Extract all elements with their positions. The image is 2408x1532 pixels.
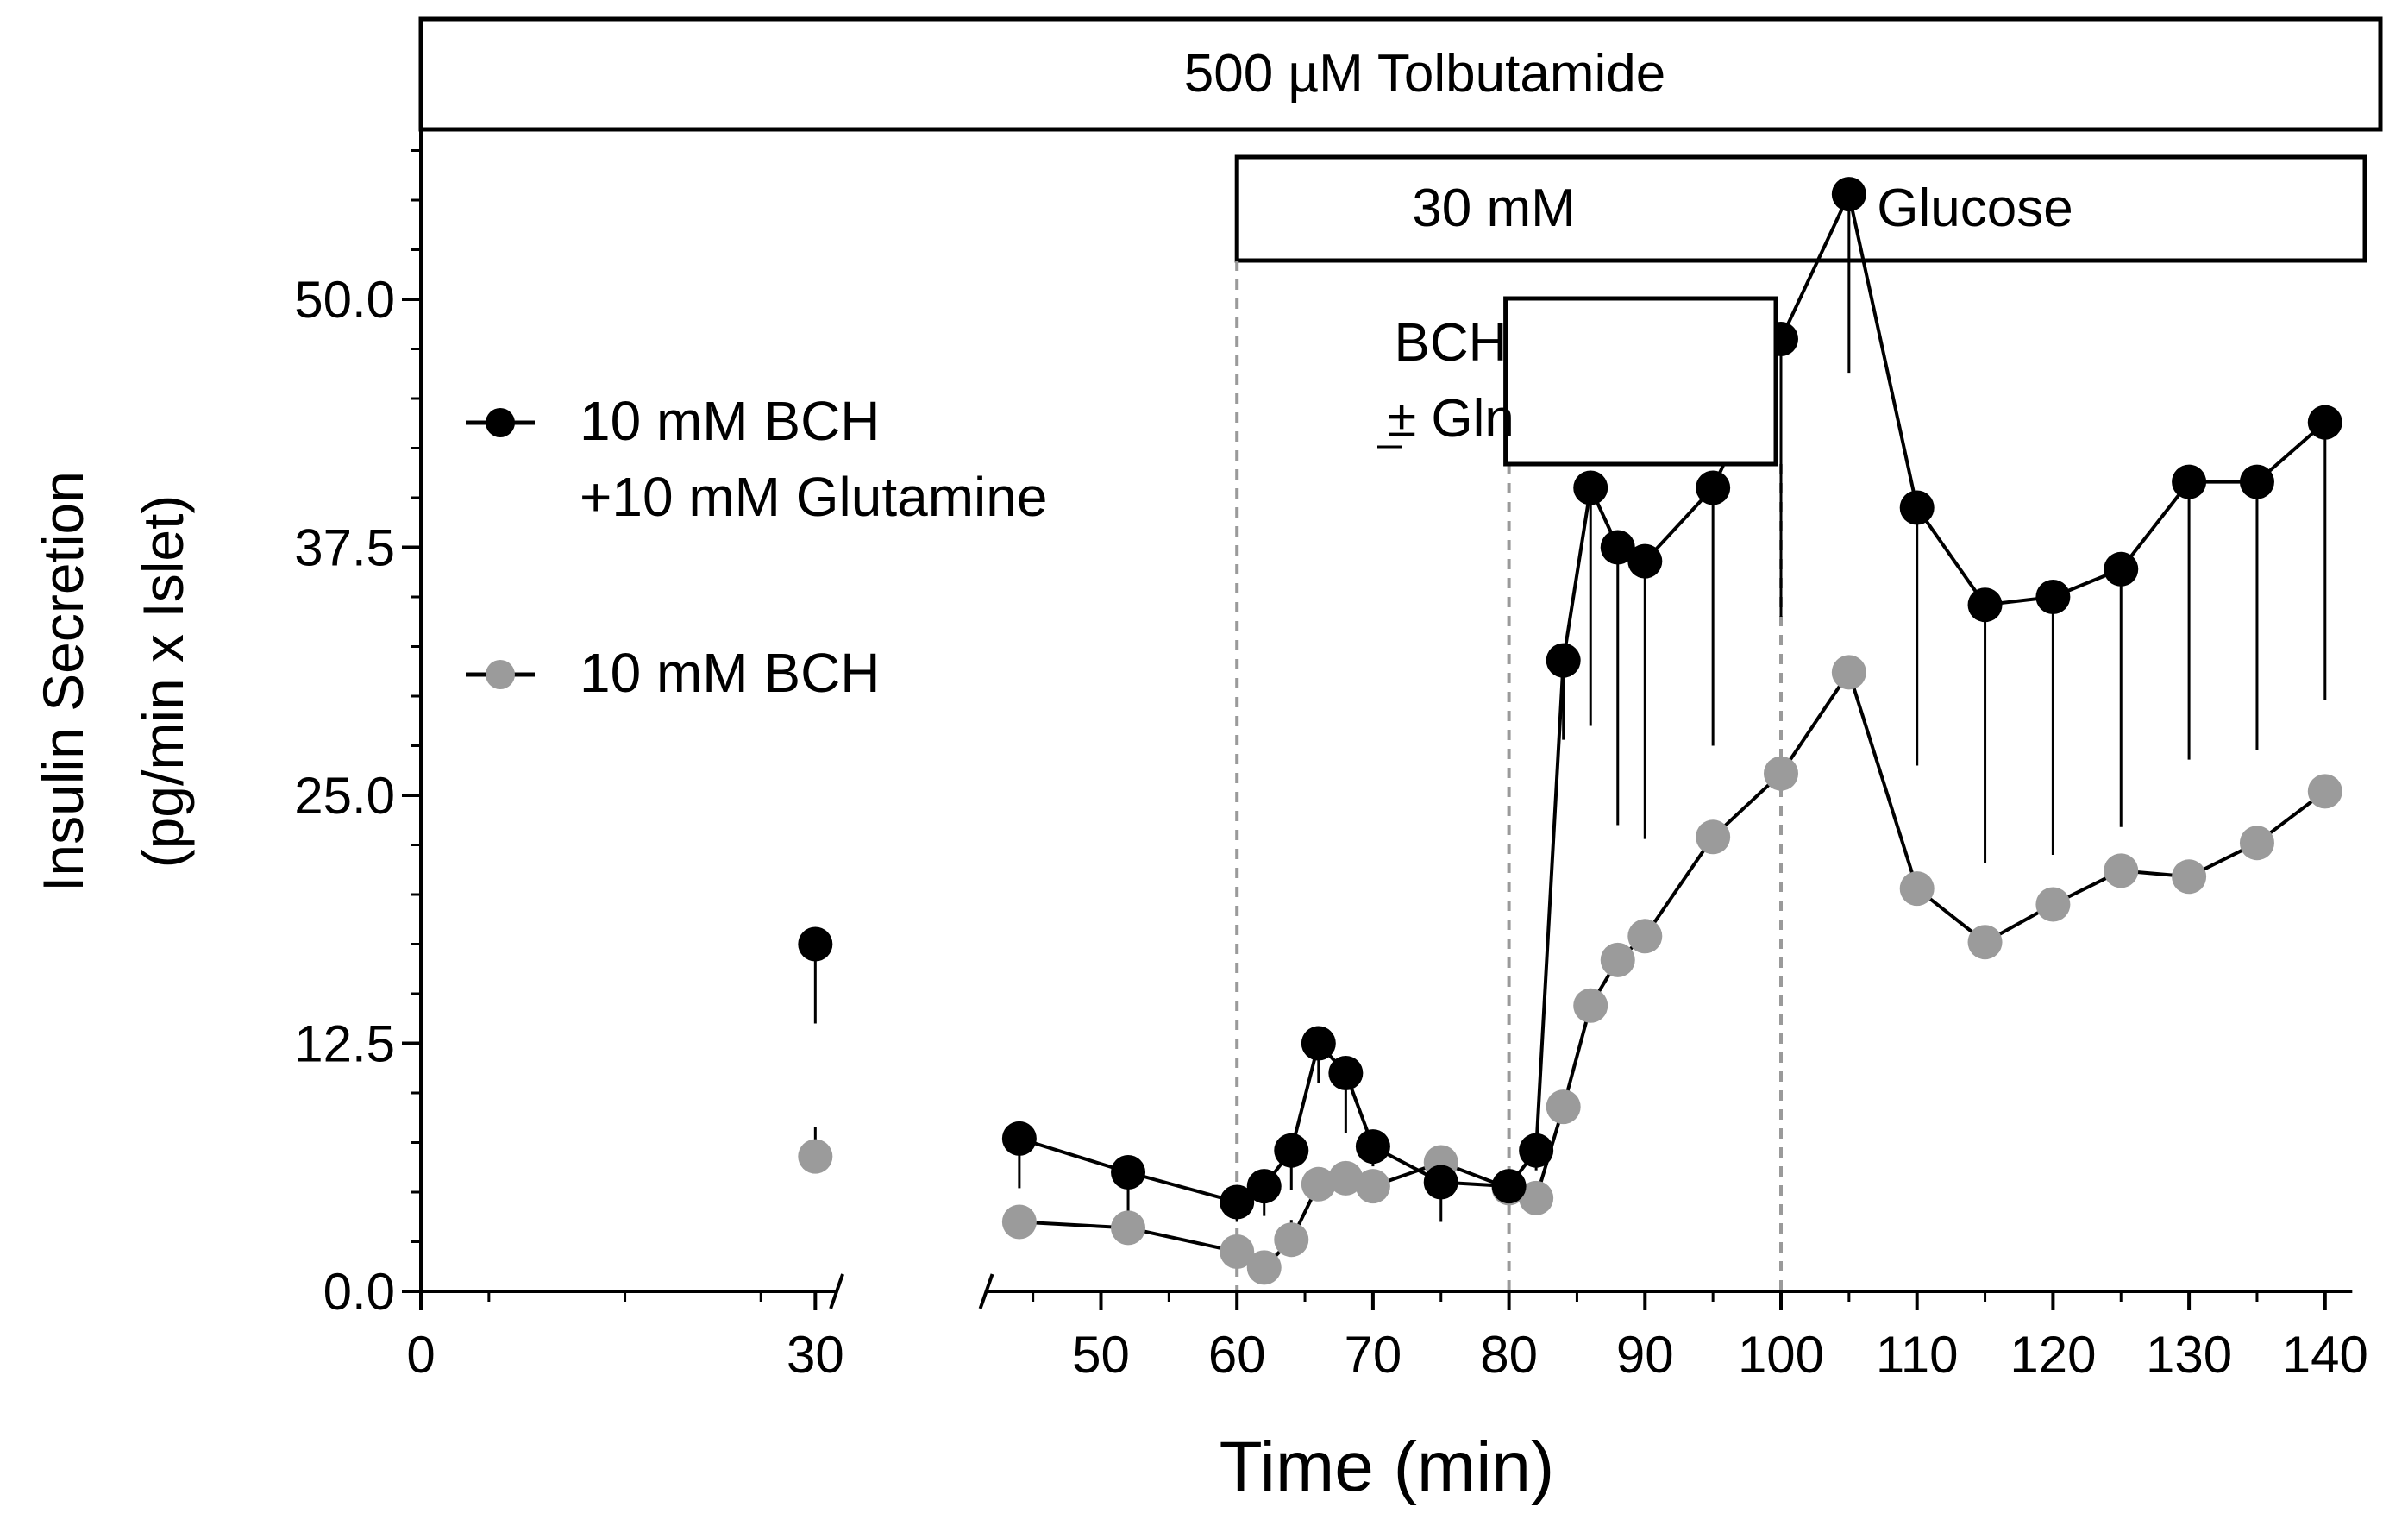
error-bars <box>813 194 2327 1240</box>
data-point-bch-gln-t52 <box>1111 1155 1146 1190</box>
x-tick-label-60: 60 <box>1208 1326 1266 1384</box>
glucose-bar-label-right: Glucose <box>1877 179 2073 238</box>
data-point-bch-gln-t115 <box>1967 587 2003 623</box>
legend-label-bch-gln-line1: 10 mM BCH <box>580 390 881 452</box>
data-point-bch-t64 <box>1274 1222 1309 1258</box>
x-tick-label-80: 80 <box>1480 1326 1538 1384</box>
data-point-bch-gln-t75 <box>1423 1165 1458 1200</box>
data-point-bch-gln-t70 <box>1355 1129 1390 1165</box>
data-point-bch-gln-t125 <box>2104 551 2139 587</box>
legend: 10 mM BCH +10 mM Glutamine 10 mM BCH <box>466 390 1047 704</box>
data-point-bch-t110 <box>1899 871 1935 907</box>
series <box>798 177 2342 1285</box>
data-point-bch-t115 <box>1967 925 2003 960</box>
data-point-bch-gln-t80 <box>1491 1169 1527 1204</box>
x-tick-label-130: 130 <box>2146 1326 2232 1384</box>
data-point-bch-t135 <box>2239 826 2274 861</box>
data-point-bch-t60 <box>1220 1234 1255 1269</box>
data-point-bch-t52 <box>1111 1210 1146 1246</box>
data-point-bch-gln-t110 <box>1899 490 1935 525</box>
legend-marker-bch-gln <box>486 408 515 437</box>
tolbutamide-bar <box>418 16 2383 132</box>
data-point-bch-gln-t95 <box>1696 470 1731 505</box>
data-point-bch-gln-t82 <box>1519 1133 1554 1168</box>
treatment-bars: 500 µM Tolbutamide 30 mM Glucose <box>418 16 2383 263</box>
data-point-bch-gln-t120 <box>2035 580 2071 614</box>
data-point-bch-t140 <box>2307 774 2342 809</box>
data-point-bch-t130 <box>2172 859 2207 895</box>
x-tick-label-140: 140 <box>2282 1326 2368 1384</box>
data-point-bch-gln-t64 <box>1274 1133 1309 1168</box>
data-point-bch-t95 <box>1696 819 1731 855</box>
data-point-bch-t90 <box>1627 919 1663 954</box>
data-point-bch-t70 <box>1355 1169 1390 1204</box>
axis-break-mark-left <box>829 1273 844 1309</box>
y-axis-unit: (pg/min x Islet) <box>131 495 195 869</box>
data-point-bch-gln-t86 <box>1573 470 1608 505</box>
data-point-bch-t66 <box>1301 1166 1336 1202</box>
y-axis-title: Insulin Secretion <box>31 471 95 892</box>
axes: 0 30 50 60 70 80 90 100 110 120 130 140 0.0 12.5 25.0 3… <box>294 129 2368 1384</box>
series-line-bch-segment-1 <box>1019 670 2327 1270</box>
tolbutamide-bar-label: 500 µM Tolbutamide <box>1184 44 1665 104</box>
x-tick-label-70: 70 <box>1345 1326 1402 1384</box>
x-tick-label-110: 110 <box>1876 1326 1959 1384</box>
series-markers <box>798 177 2342 1285</box>
data-point-bch-t68 <box>1328 1160 1364 1196</box>
y-tick-label-50.0: 50.0 <box>294 271 395 329</box>
bch-bar-label: BCH <box>1395 313 1508 373</box>
legend-label-bch: 10 mM BCH <box>580 642 881 704</box>
data-point-bch-gln-t105 <box>1831 177 1866 212</box>
data-point-bch-t29 <box>798 1139 833 1174</box>
x-tick-label-30: 30 <box>787 1326 844 1384</box>
gln-bar-label: ± Gln <box>1387 389 1514 449</box>
axis-break-mark-right <box>978 1273 994 1309</box>
data-point-bch-gln-t66 <box>1301 1026 1336 1061</box>
data-point-bch-gln-t130 <box>2172 464 2207 499</box>
data-point-bch-t100 <box>1764 756 1798 791</box>
data-point-bch-t86 <box>1573 988 1608 1023</box>
x-tick-label-50: 50 <box>1072 1326 1130 1384</box>
y-tick-label-25.0: 25.0 <box>294 767 395 825</box>
data-point-bch-gln-t29 <box>798 926 833 962</box>
data-point-bch-gln-t90 <box>1627 543 1663 579</box>
legend-marker-bch <box>486 660 515 689</box>
data-point-bch-gln-t135 <box>2239 464 2274 499</box>
bch-gln-bar <box>1503 296 1778 467</box>
data-point-bch-t44 <box>1001 1204 1037 1240</box>
data-point-bch-gln-t60 <box>1220 1184 1255 1220</box>
y-tick-label-12.5: 12.5 <box>294 1015 395 1073</box>
data-point-bch-t88 <box>1600 942 1635 977</box>
data-point-bch-gln-t62 <box>1246 1169 1282 1204</box>
x-tick-label-90: 90 <box>1616 1326 1674 1384</box>
data-point-bch-t82 <box>1519 1180 1554 1215</box>
data-point-bch-gln-t68 <box>1328 1056 1364 1090</box>
x-axis-title: Time (min) <box>1220 1428 1555 1506</box>
y-tick-label-37.5: 37.5 <box>294 519 395 577</box>
data-point-bch-t84 <box>1546 1089 1581 1125</box>
data-point-bch-t62 <box>1246 1250 1282 1285</box>
bch-bar-group: BCH ± Gln <box>1377 296 1778 467</box>
x-tick-label-100: 100 <box>1738 1326 1824 1384</box>
y-tick-label-0.0: 0.0 <box>323 1263 395 1321</box>
data-point-bch-gln-t84 <box>1546 643 1581 678</box>
x-tick-label-0: 0 <box>406 1326 435 1384</box>
glucose-bar <box>1234 154 2367 263</box>
data-point-bch-gln-t140 <box>2307 405 2342 440</box>
data-point-bch-gln-t88 <box>1600 530 1635 565</box>
glucose-bar-label-left: 30 mM <box>1412 179 1575 238</box>
data-point-bch-t125 <box>2104 853 2139 888</box>
data-point-bch-gln-t44 <box>1001 1121 1037 1156</box>
x-tick-label-120: 120 <box>2010 1326 2096 1384</box>
legend-label-bch-gln-line2: +10 mM Glutamine <box>580 466 1047 528</box>
data-point-bch-t120 <box>2035 887 2071 922</box>
data-point-bch-t105 <box>1831 655 1866 690</box>
